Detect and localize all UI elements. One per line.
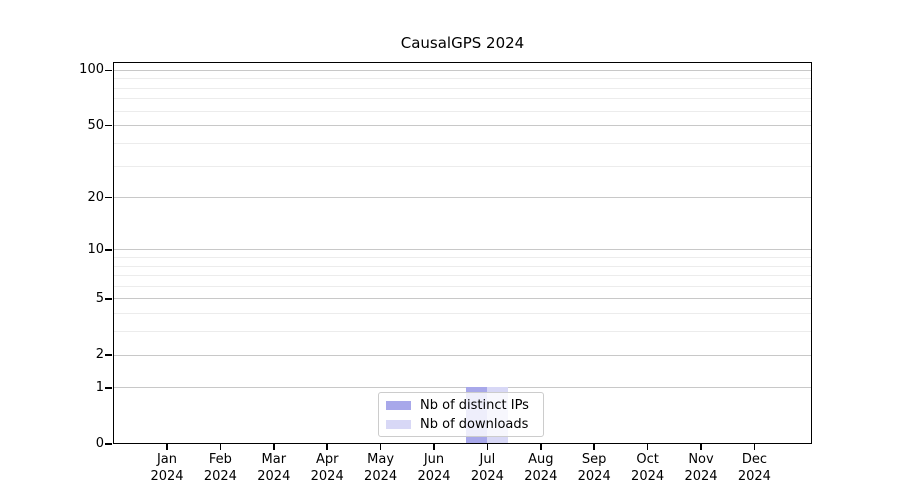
y-tick-100 [105, 69, 112, 72]
gridline-major [114, 249, 811, 251]
gridline-minor [114, 87, 811, 89]
y-tick-label-10: 10 [87, 241, 104, 257]
plot-area [113, 62, 812, 444]
y-tick-label-2: 2 [95, 347, 104, 363]
x-tick-mar [273, 444, 275, 450]
gridline-major [114, 69, 811, 71]
x-tick-month: May [367, 452, 395, 467]
x-tick-year: 2024 [577, 469, 611, 484]
x-tick-label-jun: Jun 2024 [404, 451, 464, 485]
legend-label-distinct-ips: Nb of distinct IPs [420, 397, 529, 413]
x-tick-year: 2024 [470, 469, 504, 484]
x-tick-aug [540, 444, 542, 450]
x-tick-month: Aug [528, 452, 554, 467]
y-tick-label-1: 1 [95, 379, 104, 395]
legend-swatch-distinct-ips [386, 400, 411, 410]
y-tick-label-100: 100 [79, 62, 104, 78]
x-tick-label-may: May 2024 [351, 451, 411, 485]
y-tick-50 [105, 124, 112, 127]
gridline-minor [114, 331, 811, 333]
x-tick-label-feb: Feb 2024 [190, 451, 250, 485]
gridline-minor [114, 313, 811, 315]
x-tick-month: Sep [581, 452, 607, 467]
x-tick-month: Jul [479, 452, 496, 467]
gridline-minor [114, 275, 811, 277]
x-tick-label-dec: Dec 2024 [724, 451, 784, 485]
x-tick-oct [646, 444, 649, 450]
y-tick-label-50: 50 [87, 117, 104, 133]
x-tick-label-mar: Mar 2024 [244, 451, 304, 485]
x-tick-label-aug: Aug 2024 [511, 451, 571, 485]
x-tick-label-apr: Apr 2024 [297, 451, 357, 485]
y-tick-label-20: 20 [87, 189, 104, 205]
y-tick-1 [105, 387, 112, 389]
x-tick-feb [219, 444, 222, 450]
gridline-minor [114, 257, 811, 259]
x-tick-apr [326, 444, 328, 450]
y-tick-20 [105, 196, 112, 199]
gridline-major [114, 298, 811, 300]
x-tick-month: Jan [156, 452, 178, 467]
x-tick-dec [753, 444, 756, 450]
legend-item-distinct-ips: Nb of distinct IPs [386, 398, 535, 413]
x-tick-year: 2024 [684, 469, 718, 484]
gridline-major [114, 354, 811, 356]
y-tick-10 [105, 249, 112, 251]
x-tick-jul [486, 444, 489, 450]
x-tick-label-nov: Nov 2024 [671, 451, 731, 485]
x-tick-year: 2024 [364, 469, 398, 484]
x-tick-jan [166, 444, 168, 450]
gridline-minor [114, 142, 811, 144]
x-tick-month: Apr [315, 452, 339, 467]
legend-item-downloads: Nb of downloads [386, 417, 535, 432]
x-tick-may [379, 444, 382, 450]
gridline-minor [114, 285, 811, 287]
x-tick-month: Oct [636, 452, 659, 467]
x-tick-nov [700, 444, 702, 450]
gridline-minor [114, 265, 811, 267]
x-tick-year: 2024 [257, 469, 291, 484]
gridline-major [114, 197, 811, 199]
x-tick-month: Jun [423, 452, 445, 467]
x-tick-year: 2024 [631, 469, 665, 484]
chart-title: CausalGPS 2024 [400, 34, 525, 52]
x-tick-year: 2024 [310, 469, 344, 484]
gridline-minor [114, 98, 811, 100]
x-tick-label-jan: Jan 2024 [137, 451, 197, 485]
x-tick-year: 2024 [737, 469, 771, 484]
x-tick-label-oct: Oct 2024 [618, 451, 678, 485]
x-tick-jun [433, 444, 435, 450]
legend-swatch-downloads [386, 419, 411, 429]
y-tick-5 [105, 298, 112, 300]
x-tick-year: 2024 [150, 469, 184, 484]
y-tick-2 [105, 354, 112, 356]
legend: Nb of distinct IPs Nb of downloads [378, 392, 544, 437]
y-tick-label-0: 0 [95, 436, 104, 451]
x-tick-label-jul: Jul 2024 [457, 451, 517, 485]
legend-label-downloads: Nb of downloads [420, 416, 529, 432]
x-tick-year: 2024 [524, 469, 558, 484]
x-tick-month: Dec [741, 452, 767, 467]
x-tick-month: Mar [261, 452, 287, 467]
x-tick-sep [593, 444, 595, 450]
y-tick-0 [105, 443, 112, 445]
gridline-major [114, 387, 811, 389]
x-tick-month: Feb [208, 452, 232, 467]
gridline-minor [114, 110, 811, 112]
x-tick-year: 2024 [203, 469, 237, 484]
gridline-major [114, 125, 811, 127]
x-tick-label-sep: Sep 2024 [564, 451, 624, 485]
y-tick-label-5: 5 [95, 290, 104, 306]
x-tick-year: 2024 [417, 469, 451, 484]
gridline-minor [114, 78, 811, 80]
x-tick-month: Nov [688, 452, 714, 467]
gridline-minor [114, 165, 811, 167]
